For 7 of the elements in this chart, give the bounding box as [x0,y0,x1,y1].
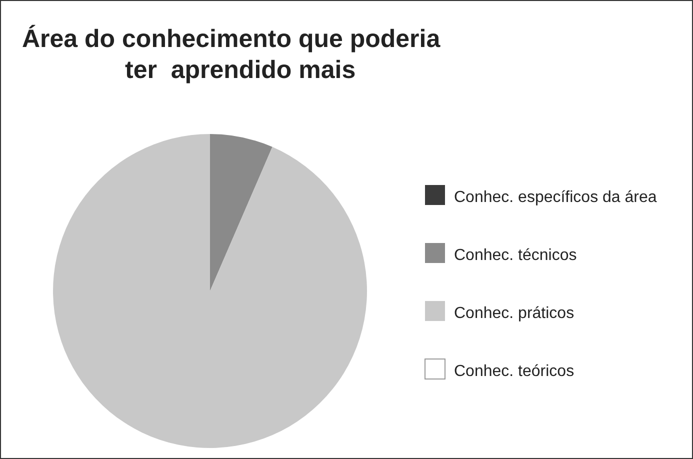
pie-slice [53,134,367,448]
legend-label: Conhec. práticos [454,305,574,322]
legend-label: Conhec. específicos da área [454,189,657,206]
pie-slice [210,134,272,291]
legend-label: Conhec. técnicos [454,247,577,264]
legend-label: Conhec. teóricos [454,363,574,380]
chart-title: Área do conhecimento que poderia ter aprendido mais [22,24,442,84]
